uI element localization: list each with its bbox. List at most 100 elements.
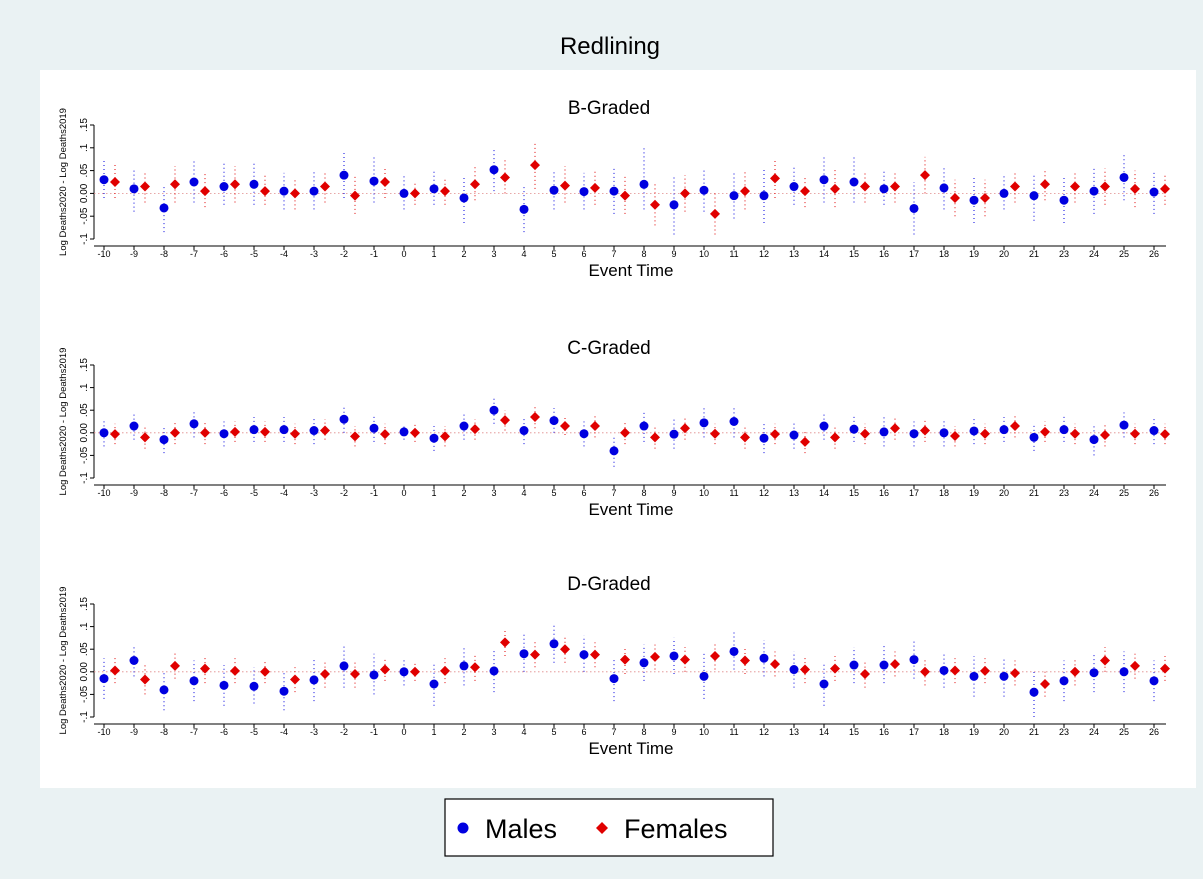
x-tick-label: 17 [909, 249, 919, 259]
point-females [380, 664, 390, 675]
point-females [440, 665, 450, 676]
x-tick-label: -7 [190, 727, 198, 737]
point-females [650, 651, 660, 662]
point-males [999, 671, 1009, 681]
point-males [1089, 668, 1099, 678]
point-males [729, 191, 739, 201]
point-males [939, 665, 949, 675]
point-males [879, 184, 889, 194]
point-males [339, 414, 349, 424]
x-tick-label: 2 [461, 249, 466, 259]
point-males [789, 182, 799, 192]
x-tick-label: 6 [581, 249, 586, 259]
x-tick-label: 19 [969, 249, 979, 259]
point-females [380, 429, 390, 440]
x-tick-label: 14 [819, 488, 829, 498]
point-females [770, 429, 780, 440]
point-females [1100, 430, 1110, 441]
point-females [740, 432, 750, 443]
x-axis-title: Event Time [588, 739, 673, 758]
x-tick-label: -10 [97, 488, 110, 498]
point-males [249, 425, 259, 435]
point-males [609, 446, 619, 456]
panel-d-graded: D-Graded -.1 -.05 0.00 .05 .1 .15 Log Deaths202… [58, 574, 1170, 758]
point-females [740, 186, 750, 197]
point-females [620, 190, 630, 201]
y-tick-label: .15 [79, 597, 90, 611]
point-males [969, 195, 979, 205]
x-tick-label: -6 [220, 249, 228, 259]
y-tick-label: .1 [79, 622, 90, 631]
point-females [680, 188, 690, 199]
series-females [110, 140, 1170, 235]
x-tick-label: -9 [130, 249, 138, 259]
x-tick-label: 5 [551, 488, 556, 498]
point-females [1100, 181, 1110, 192]
point-males [1029, 432, 1039, 442]
point-females [770, 659, 780, 670]
point-females [290, 428, 300, 439]
point-females [110, 177, 120, 187]
point-males [819, 421, 829, 431]
point-males [849, 177, 859, 187]
point-females [1040, 426, 1050, 437]
point-females [710, 650, 720, 661]
point-males [969, 671, 979, 681]
point-males [489, 666, 499, 676]
point-males [729, 417, 739, 426]
point-males [459, 193, 469, 203]
point-females [200, 663, 210, 674]
point-males [789, 430, 799, 440]
x-tick-label: 2 [461, 488, 466, 498]
point-males [369, 423, 379, 433]
x-tick-label: 25 [1119, 249, 1129, 259]
x-tick-label: -3 [310, 249, 318, 259]
x-tick-label: 13 [789, 727, 799, 737]
point-females [200, 186, 210, 197]
point-males [909, 655, 919, 665]
point-males [519, 204, 529, 214]
y-tick-label: .1 [79, 383, 90, 392]
y-tick-label: -.1 [79, 711, 90, 723]
point-males [159, 435, 169, 445]
point-females [110, 429, 120, 440]
point-females [1040, 679, 1050, 690]
x-tick-label: 26 [1149, 249, 1159, 259]
point-males [699, 418, 709, 428]
point-males [909, 429, 919, 439]
point-females [800, 186, 810, 197]
point-females [1100, 655, 1110, 666]
x-tick-label: 17 [909, 488, 919, 498]
point-males [879, 660, 889, 670]
point-males [99, 428, 109, 438]
x-tick-label: 10 [699, 727, 709, 737]
point-males [639, 658, 649, 668]
panel-c-graded: C-Graded -.1 -.05 0.00 .05 .1 .15 Log Deaths202… [58, 338, 1170, 519]
point-females [500, 637, 510, 648]
legend-males-marker [457, 822, 469, 834]
point-males [159, 685, 169, 695]
point-females [620, 427, 630, 438]
x-tick-label: -7 [190, 488, 198, 498]
point-females [1070, 181, 1080, 192]
point-females [680, 423, 690, 434]
point-females [1010, 421, 1020, 432]
point-females [920, 425, 930, 436]
x-tick-label: 19 [969, 488, 979, 498]
x-axis-title: Event Time [588, 261, 673, 280]
point-females [890, 181, 900, 192]
point-females [320, 425, 330, 436]
x-tick-label: 21 [1029, 488, 1039, 498]
x-tick-label: 12 [759, 249, 769, 259]
point-females [1160, 429, 1170, 440]
point-males [279, 186, 289, 196]
point-females [650, 432, 660, 443]
x-tick-label: -9 [130, 488, 138, 498]
point-females [470, 179, 480, 190]
point-males [189, 676, 199, 686]
point-males [699, 185, 709, 195]
x-tick-label: -5 [250, 727, 258, 737]
point-males [519, 649, 529, 659]
y-tick-label: -.1 [79, 472, 90, 484]
x-tick-label: 5 [551, 249, 556, 259]
